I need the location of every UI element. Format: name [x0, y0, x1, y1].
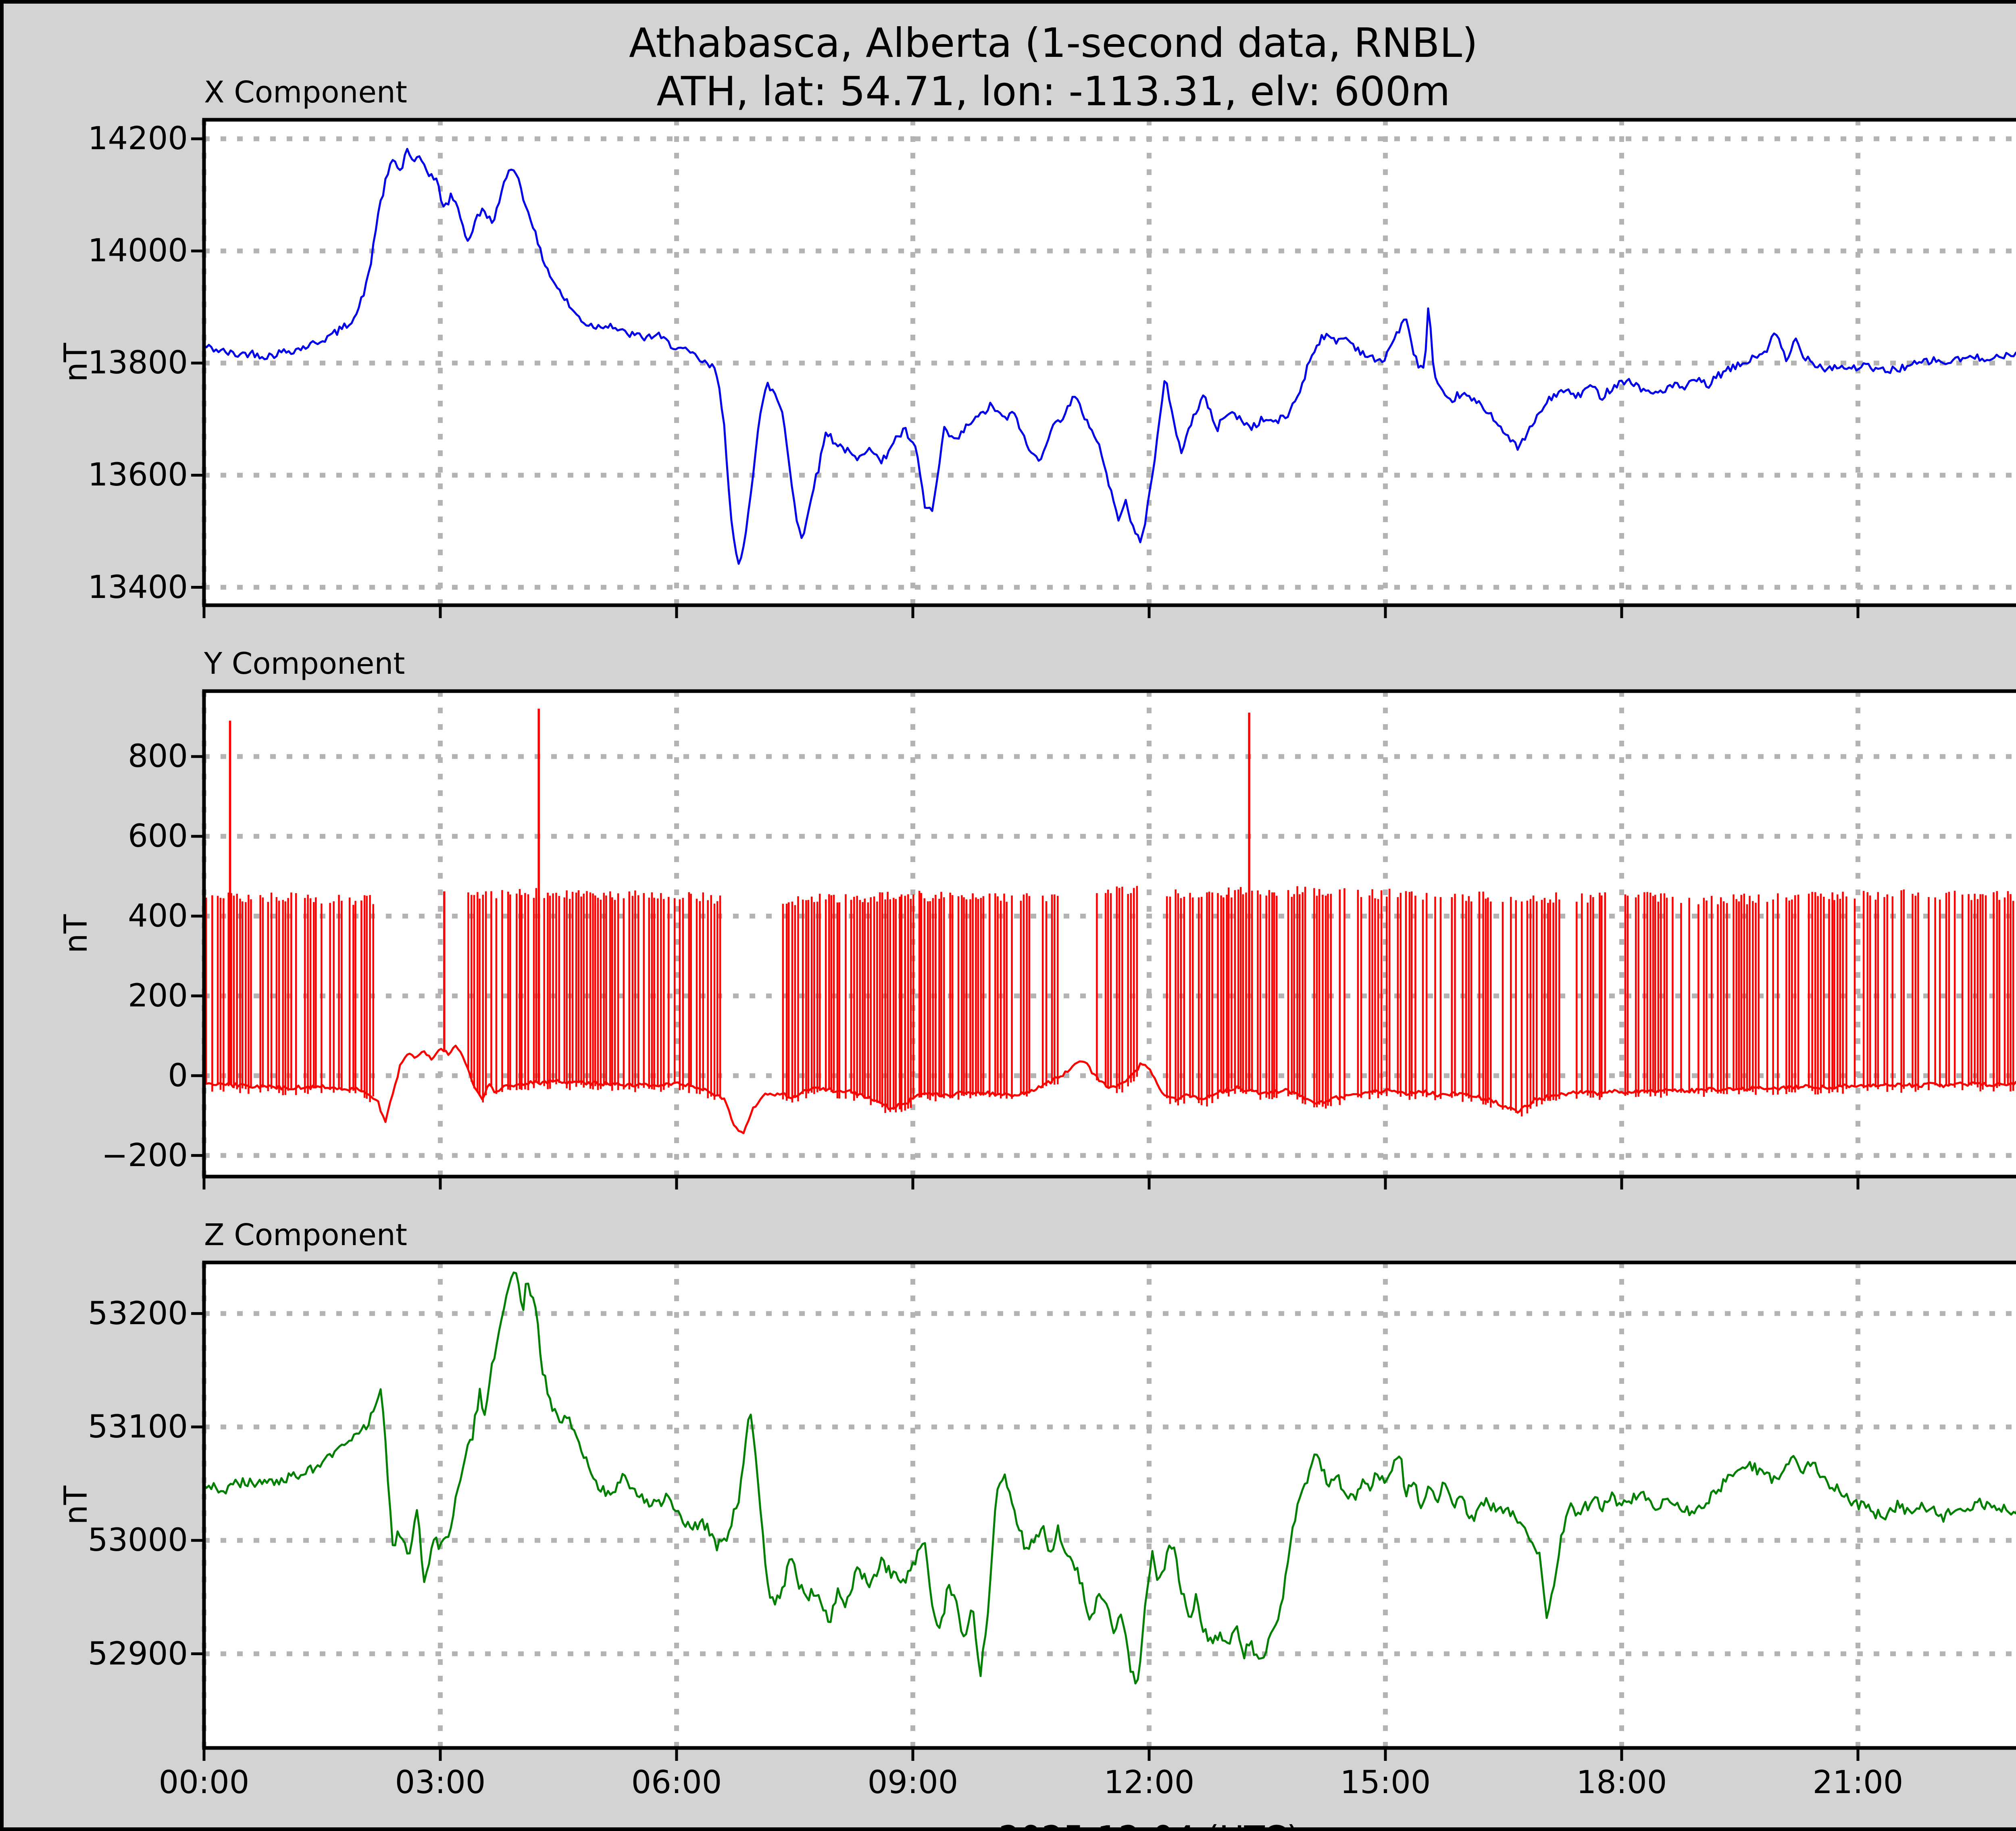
figure-title: Athabasca, Alberta (1-second data, RNBL): [629, 19, 1478, 67]
figure-subtitle: ATH, lat: 54.71, lon: -113.31, elv: 600m: [656, 68, 1450, 115]
panel-title-2: Z Component: [204, 1218, 407, 1252]
y-tick-label: 13600: [87, 457, 188, 494]
x-tick-label: 00:00: [158, 1764, 250, 1801]
y-tick-label: 14200: [87, 121, 188, 157]
telegraph-baseline: [204, 1044, 2016, 1134]
line-0: [204, 148, 2016, 565]
x-tick-label: 18:00: [1576, 1764, 1667, 1801]
y-tick-label: 0: [168, 1057, 188, 1094]
tick-marks-2: [191, 1312, 1860, 1761]
y-tick-label: 600: [128, 818, 188, 855]
tick-marks-0: [191, 137, 1860, 618]
telegraph-pulses: [205, 886, 2014, 1117]
y-tick-label: 13800: [87, 345, 188, 381]
x-tick-label: 12:00: [1104, 1764, 1195, 1801]
y-tick-label: 200: [128, 977, 188, 1014]
y-tick-label: 800: [128, 738, 188, 775]
y-tick-label: 13400: [87, 569, 188, 606]
y-tick-label: 14000: [87, 233, 188, 269]
grid-0: [202, 120, 2016, 605]
tick-marks-1: [191, 755, 1860, 1189]
plot-canvas: [191, 118, 2016, 1761]
z-component-series: [204, 1271, 2016, 1685]
x-component-series: [204, 148, 2016, 565]
x-tick-label: 03:00: [395, 1764, 486, 1801]
plot-area-2: [204, 1262, 2016, 1748]
y-tick-label: 53000: [87, 1522, 188, 1559]
y-tick-label: −200: [101, 1137, 188, 1174]
y-tick-label: 53100: [87, 1408, 188, 1445]
y-tick-label: 53200: [87, 1295, 188, 1332]
x-tick-label: 15:00: [1340, 1764, 1431, 1801]
panel-title-0: X Component: [204, 75, 407, 110]
y-component-series: [204, 708, 2016, 1134]
x-tick-label: 21:00: [1812, 1764, 1904, 1801]
grid-2: [202, 1262, 2016, 1748]
panel-title-1: Y Component: [204, 646, 405, 681]
y-tick-label: 52900: [87, 1635, 188, 1672]
x-axis-label: 2025-12-04 (UTC): [806, 1819, 1492, 1827]
y-tick-label: 400: [128, 898, 188, 934]
x-tick-label: 06:00: [631, 1764, 722, 1801]
x-tick-label: 09:00: [867, 1764, 958, 1801]
telegraph-spikes: [229, 708, 1250, 1091]
line-2: [204, 1271, 2016, 1685]
